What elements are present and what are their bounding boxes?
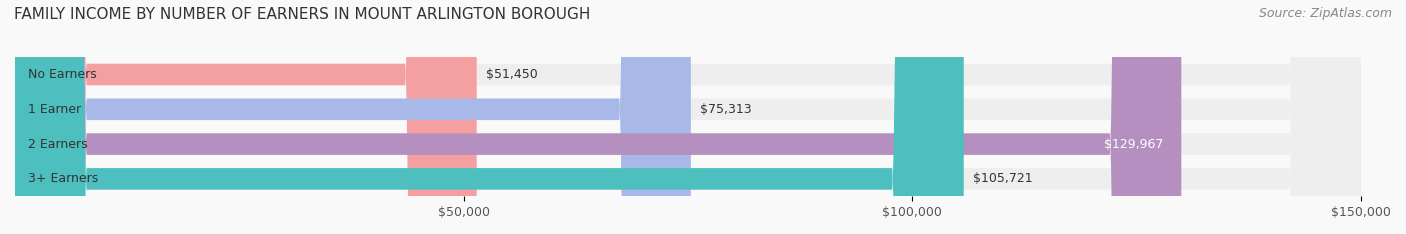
FancyBboxPatch shape (15, 0, 477, 234)
Text: No Earners: No Earners (28, 68, 97, 81)
FancyBboxPatch shape (15, 0, 1361, 234)
FancyBboxPatch shape (15, 0, 963, 234)
Text: $129,967: $129,967 (1104, 138, 1163, 151)
Text: 2 Earners: 2 Earners (28, 138, 89, 151)
Text: Source: ZipAtlas.com: Source: ZipAtlas.com (1258, 7, 1392, 20)
Text: FAMILY INCOME BY NUMBER OF EARNERS IN MOUNT ARLINGTON BOROUGH: FAMILY INCOME BY NUMBER OF EARNERS IN MO… (14, 7, 591, 22)
Text: $75,313: $75,313 (700, 103, 751, 116)
FancyBboxPatch shape (15, 0, 1361, 234)
FancyBboxPatch shape (15, 0, 1181, 234)
Text: $105,721: $105,721 (973, 172, 1032, 185)
FancyBboxPatch shape (15, 0, 1361, 234)
Text: 3+ Earners: 3+ Earners (28, 172, 98, 185)
FancyBboxPatch shape (15, 0, 690, 234)
Text: 1 Earner: 1 Earner (28, 103, 82, 116)
FancyBboxPatch shape (15, 0, 1361, 234)
Text: $51,450: $51,450 (485, 68, 537, 81)
